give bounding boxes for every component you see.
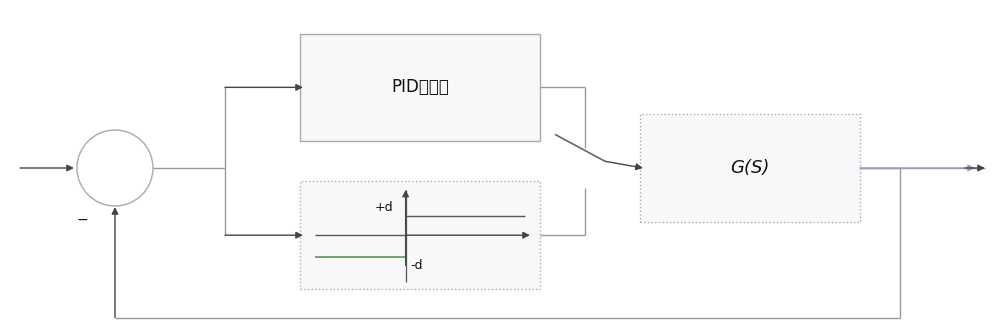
Bar xyxy=(300,181,540,289)
Text: −: − xyxy=(76,212,88,226)
Bar xyxy=(640,114,860,222)
Text: G(S): G(S) xyxy=(730,159,770,177)
Text: PID控制器: PID控制器 xyxy=(391,78,449,96)
Text: +d: +d xyxy=(375,201,394,214)
Text: -d: -d xyxy=(411,259,423,271)
Bar xyxy=(300,34,540,141)
